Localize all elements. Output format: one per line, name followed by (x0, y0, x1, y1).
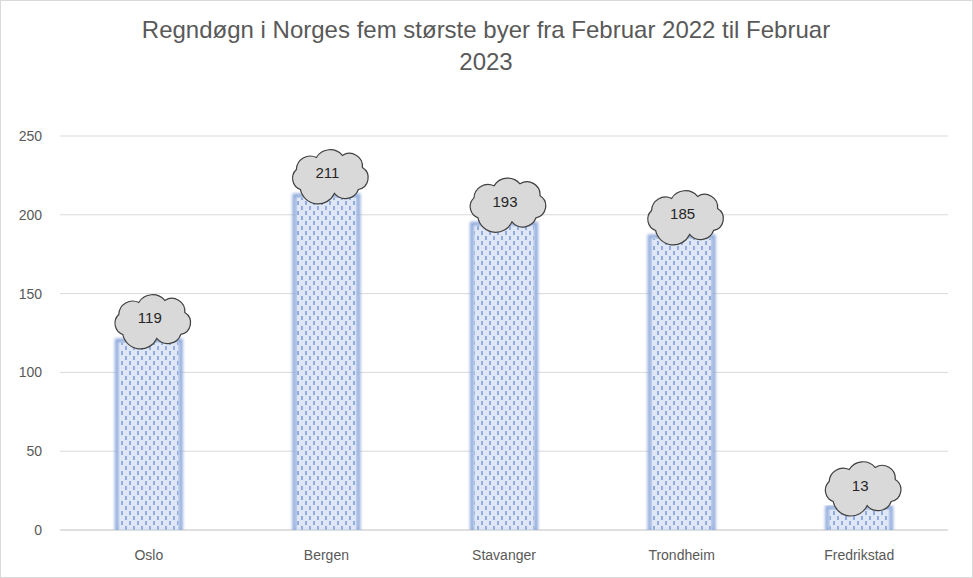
cloud-label: 211 (293, 150, 369, 204)
bar (652, 238, 712, 530)
x-tick-label: Fredrikstad (824, 547, 894, 563)
cloud (470, 178, 546, 232)
bar-group (294, 195, 358, 530)
y-tick-label: 100 (19, 364, 43, 380)
x-tick-label: Oslo (134, 547, 163, 563)
data-label: 193 (492, 193, 517, 210)
data-label: 211 (315, 164, 339, 181)
cloud-label: 185 (648, 191, 724, 245)
cloud-label: 13 (825, 462, 901, 516)
grid (60, 136, 948, 530)
x-tick-label: Trondheim (648, 547, 714, 563)
data-label: 13 (852, 477, 869, 494)
x-tick-label: Bergen (304, 547, 349, 563)
bar-group (650, 236, 714, 530)
data-labels: 119 211 193 185 13 (115, 150, 901, 516)
data-label: 119 (138, 309, 162, 326)
bar-glow (472, 224, 536, 530)
y-tick-label: 0 (34, 522, 42, 538)
y-tick-label: 250 (19, 128, 43, 144)
grid-line (60, 136, 948, 137)
chart-svg: 0 50 100 150 200 250 Oslo Bergen Stavanger Trondh… (0, 0, 973, 578)
cloud (293, 150, 369, 204)
bar (119, 342, 179, 530)
bar-glow (650, 236, 714, 530)
cloud (648, 191, 724, 245)
cloud-label: 193 (470, 178, 546, 232)
bar-group (117, 340, 181, 530)
y-tick-label: 150 (19, 286, 43, 302)
bar (296, 197, 356, 530)
bar (474, 226, 534, 530)
cloud (825, 462, 901, 516)
y-tick-label: 200 (19, 207, 43, 223)
bar-glow (294, 195, 358, 530)
bar-group (472, 224, 536, 530)
data-label: 185 (670, 205, 695, 222)
y-tick-label: 50 (26, 443, 42, 459)
bar-glow (117, 340, 181, 530)
x-tick-label: Stavanger (472, 547, 536, 563)
cloud (115, 295, 191, 349)
cloud-label: 119 (115, 295, 191, 349)
chart-title: Regndøgn i Norges fem største byer fra F… (136, 14, 836, 78)
bars (117, 195, 891, 530)
